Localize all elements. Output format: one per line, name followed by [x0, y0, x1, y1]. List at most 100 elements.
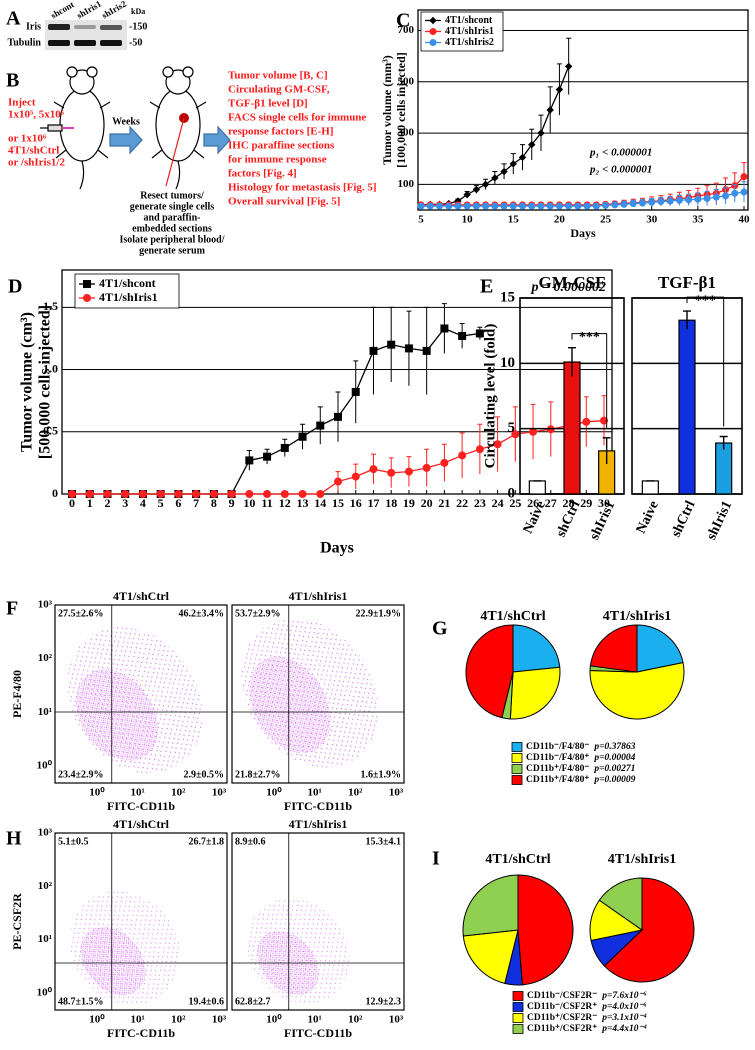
pie-slice — [465, 624, 514, 719]
x-tick-label: 28 — [563, 496, 575, 510]
legend-category: CD11b⁻/F4/80⁻ — [526, 742, 589, 752]
readout-text: FACS single cells for immune — [228, 112, 366, 124]
point — [463, 202, 471, 210]
x-tick-label: 20 — [554, 214, 566, 226]
pie-slice — [636, 624, 684, 673]
x-tick-label: 10⁰ — [89, 1014, 105, 1026]
readout-text: TGF-β1 level [D] — [228, 98, 308, 110]
size-marker: -150 — [129, 21, 147, 32]
point — [546, 202, 554, 210]
point — [369, 346, 378, 355]
bar — [715, 442, 733, 495]
legend-label: 4T1/shIris1 — [99, 290, 158, 304]
point — [500, 167, 508, 176]
x-tick-label: 1 — [87, 496, 93, 510]
legend-label: 4T1/shIris2 — [445, 37, 494, 48]
point — [316, 421, 325, 430]
point — [537, 202, 545, 210]
x-tick-label: shCtrl — [669, 499, 699, 540]
x-tick-label: 22 — [456, 496, 468, 510]
bar — [563, 361, 581, 495]
y-tick-label: 0 — [508, 485, 516, 501]
legend-category: CD11b⁺/CSF2R⁻ — [527, 1013, 597, 1023]
x-tick-label: 10¹ — [308, 1014, 322, 1026]
point — [481, 180, 490, 189]
legend-category: CD11b⁺/F4/80⁻ — [526, 764, 589, 774]
plot-title: 4T1/shCtrl — [113, 817, 170, 831]
legend-p-value: p=3.1x10⁻⁴ — [601, 1013, 647, 1023]
point — [519, 202, 527, 210]
x-tick-label: 10³ — [389, 1014, 404, 1026]
point — [417, 202, 425, 210]
legend-swatch — [511, 775, 523, 785]
point — [675, 196, 683, 204]
panel-letter: B — [6, 70, 19, 92]
significance-bracket — [686, 296, 725, 427]
x-tick-label: 10 — [243, 496, 255, 510]
point — [509, 202, 517, 210]
point — [518, 153, 527, 162]
quadrant-label: 23.4±2.9% — [58, 769, 104, 780]
x-tick-label: 11 — [261, 496, 272, 510]
y-tick-label: 10⁰ — [37, 987, 53, 999]
x-tick-label: 3 — [122, 496, 128, 510]
point — [712, 193, 720, 201]
x-tick-label: 10⁰ — [89, 787, 105, 799]
point — [138, 490, 147, 498]
significance-bracket — [571, 333, 608, 428]
legend-swatch — [512, 991, 524, 1001]
panel-title: TGF-β1 — [658, 273, 716, 292]
legend-p-value: p=0.37863 — [593, 742, 635, 752]
lane-label: shIris1 — [75, 0, 103, 21]
x-tick-label: 18 — [385, 496, 397, 510]
pie-slice — [509, 666, 561, 720]
point — [298, 490, 307, 498]
pie-title: 4T1/shIris1 — [603, 609, 671, 624]
x-tick-label: 4 — [140, 496, 146, 510]
point — [565, 202, 573, 210]
point — [611, 201, 619, 209]
pie-slice — [589, 662, 685, 720]
western-blot — [45, 20, 127, 50]
pie-slice — [603, 877, 695, 983]
point — [454, 202, 462, 210]
plot-frame — [417, 9, 749, 211]
y-tick-label: 100 — [398, 178, 415, 190]
point — [666, 197, 674, 205]
y-tick-label: 700 — [398, 24, 415, 36]
significance-label: *** — [695, 293, 716, 308]
plot-title: 4T1/shIris1 — [289, 589, 348, 603]
x-tick-label: 12 — [279, 496, 291, 510]
y-tick-label: 500 — [398, 75, 415, 87]
inject-text: 1x10⁵, 5x10⁵ — [8, 109, 65, 121]
plot-title: 4T1/shIris1 — [289, 817, 348, 831]
inject-text: Inject — [8, 97, 36, 109]
quadrant-label: 12.9±2.3 — [366, 996, 402, 1007]
pie-title: 4T1/shIris1 — [608, 852, 676, 867]
legend-category: CD11b⁺/CSF2R⁺ — [527, 1024, 597, 1034]
quadrant-label: 26.7±1.8 — [189, 836, 225, 847]
event-cloud — [75, 669, 159, 761]
legend-marker — [83, 280, 91, 288]
x-tick-label: 13 — [297, 496, 309, 510]
point — [280, 443, 289, 452]
point — [334, 412, 342, 421]
panel-letter: E — [480, 276, 493, 298]
point — [174, 490, 183, 498]
y-tick-label: 10² — [38, 880, 53, 892]
x-tick-label: shCtrl — [554, 499, 584, 540]
point — [209, 490, 218, 498]
pie-slice — [589, 624, 638, 673]
legend-p-value: p=4.0x10⁻⁶ — [601, 1002, 647, 1012]
point — [280, 490, 289, 498]
legend-swatch — [511, 753, 523, 763]
x-tick-label: 24 — [492, 496, 504, 510]
point — [369, 465, 378, 474]
point — [592, 202, 600, 210]
x-tick-label: 35 — [692, 214, 704, 226]
point — [648, 198, 656, 206]
quadrant-label: 15.3±4.1 — [366, 836, 402, 847]
unit-label: kDa — [131, 7, 145, 16]
point — [121, 490, 130, 498]
y-axis-label: PE-CSF2R — [10, 893, 24, 950]
